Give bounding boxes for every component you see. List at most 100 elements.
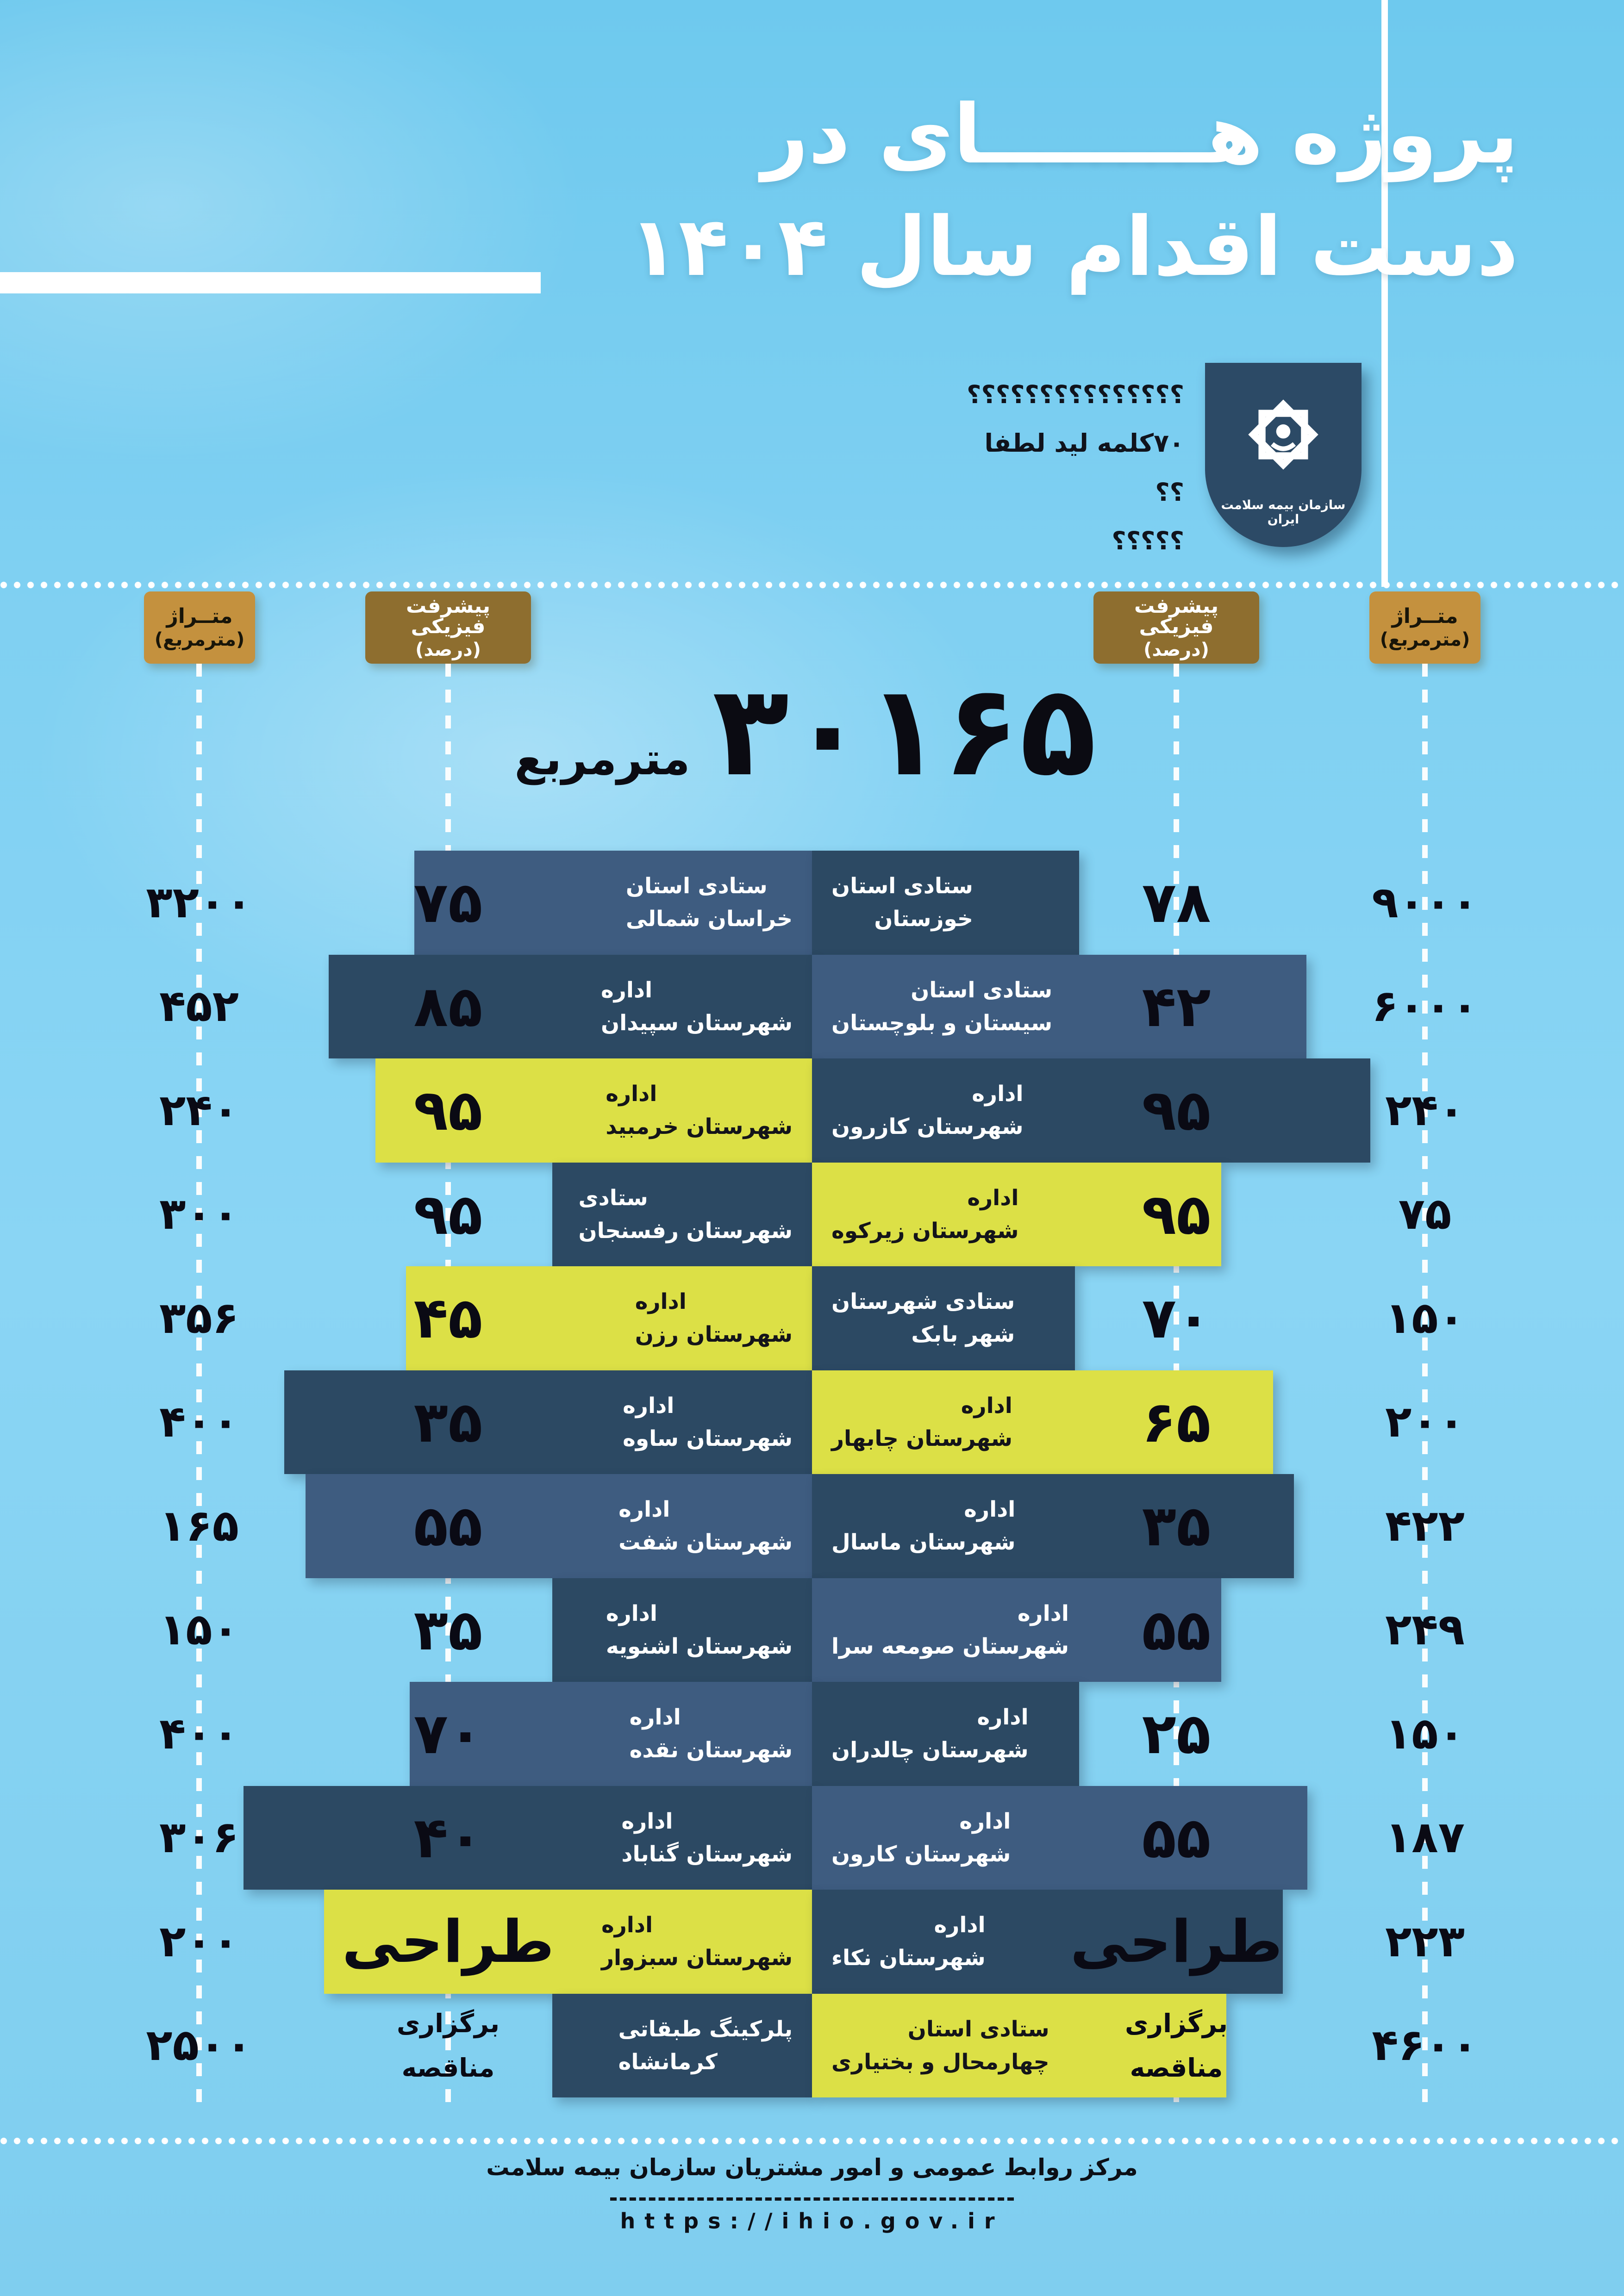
bar-left-label: اداره شهرستان شفت bbox=[618, 1497, 793, 1556]
progress-value-right: برگزاری مناقصه bbox=[1125, 2008, 1228, 2083]
org-name: سازمان بیمه سلامت ایران bbox=[1221, 498, 1346, 527]
progress-value-right: ۳۵ bbox=[1142, 1493, 1211, 1559]
bar-right bbox=[812, 1786, 1307, 1890]
bar-right bbox=[812, 1370, 1273, 1474]
bar-left bbox=[375, 1058, 812, 1163]
area-value-left: ۴۰۰ bbox=[159, 1397, 239, 1448]
guide-area-left bbox=[196, 664, 202, 2112]
bar-right-label: ستادی شهرستان شهر بابک bbox=[831, 1289, 1015, 1348]
project-row: اداره شهرستان اشنویه اداره شهرستان صومعه سر… bbox=[0, 1578, 1624, 1682]
bar-left-label: اداره شهرستان نقده bbox=[629, 1705, 793, 1763]
project-row: اداره شهرستان نقده اداره شهرستان چالدران ۷۰ ۲… bbox=[0, 1682, 1624, 1786]
page-title: پروژه هــــــــای در دست اقدام سال ۱۴۰۴ bbox=[629, 79, 1518, 304]
bar-left bbox=[414, 851, 812, 955]
area-value-right: ۲۰۰ bbox=[1385, 1397, 1465, 1448]
progress-value-right: ۲۵ bbox=[1142, 1701, 1211, 1767]
progress-value-left: ۷۰ bbox=[413, 1701, 483, 1767]
bar-left-label: ستادی شهرستان رفسنجان bbox=[578, 1185, 793, 1244]
header-area-right-unit: (مترمربع) bbox=[1380, 629, 1470, 650]
bar-left-label: اداره شهرستان گناباد bbox=[621, 1808, 793, 1867]
bar-left bbox=[552, 1578, 812, 1682]
progress-value-left: ۳۵ bbox=[413, 1597, 483, 1663]
header-progress-right-label: پیشرفت فیزیکی bbox=[1134, 594, 1218, 638]
progress-value-left: ۴۰ bbox=[413, 1804, 483, 1871]
footer-dotted-separator bbox=[0, 2137, 1624, 2145]
total-value: ۳۰۱۶۵ bbox=[712, 658, 1097, 804]
area-value-right: ۶۰۰۰ bbox=[1372, 981, 1478, 1032]
page-title-line1: پروژه هــــــــای در bbox=[761, 87, 1518, 182]
bar-right bbox=[812, 1682, 1079, 1786]
progress-value-left: ۵۵ bbox=[413, 1493, 483, 1559]
header-progress-right-unit: (درصد) bbox=[1143, 639, 1209, 660]
header-area-right: متــراژ (مترمربع) bbox=[1369, 591, 1480, 664]
area-value-right: ۲۲۳ bbox=[1385, 1916, 1465, 1967]
top-vertical-line bbox=[1381, 0, 1388, 587]
bar-left bbox=[552, 1162, 812, 1266]
bar-right-label: اداره شهرستان نکاء bbox=[831, 1912, 986, 1971]
bar-right-label: ستادی استان چهارمحال و بختیاری bbox=[831, 2016, 1049, 2075]
bar-right bbox=[812, 1058, 1370, 1163]
bar-left-label: اداره شهرستان رزن bbox=[635, 1289, 793, 1348]
org-logo-badge: سازمان بیمه سلامت ایران bbox=[1205, 363, 1362, 547]
project-row: اداره شهرستان ساوه اداره شهرستان چابهار ۳۵ ۶۵… bbox=[0, 1370, 1624, 1474]
bar-left bbox=[324, 1890, 812, 1994]
progress-value-right: ۵۵ bbox=[1142, 1804, 1211, 1871]
bar-right-label: اداره شهرستان چابهار bbox=[831, 1393, 1012, 1451]
progress-value-right: ۷۸ bbox=[1142, 870, 1211, 936]
bar-left-label: پلرکینگ طبقاتی کرمانشاه bbox=[618, 2016, 793, 2075]
project-row: اداره شهرستان رزن ستادی شهرستان شهر بابک ۴۵ ۷… bbox=[0, 1266, 1624, 1370]
bar-left bbox=[552, 1993, 812, 2097]
bar-left-label: اداره شهرستان سپیدان bbox=[601, 977, 793, 1036]
bar-right bbox=[812, 1993, 1226, 2097]
project-row: ستادی شهرستان رفسنجان اداره شهرستان زیرکوه ۹… bbox=[0, 1162, 1624, 1266]
bar-left-label: اداره شهرستان خرمبید bbox=[606, 1081, 793, 1140]
project-row: اداره شهرستان شفت اداره شهرستان ماسال ۵۵ ۳۵ ۱۶… bbox=[0, 1474, 1624, 1578]
annotation-line4: ؟؟؟؟؟ bbox=[1112, 526, 1184, 555]
progress-value-left: ۳۵ bbox=[413, 1389, 483, 1455]
progress-value-right: ۵۵ bbox=[1142, 1597, 1211, 1663]
area-value-right: ۹۰۰۰ bbox=[1372, 877, 1478, 928]
header-progress-left-unit: (درصد) bbox=[415, 639, 481, 660]
area-value-right: ۴۲۲ bbox=[1385, 1500, 1465, 1551]
bar-right bbox=[812, 1266, 1075, 1370]
project-row: اداره شهرستان سبزوار اداره شهرستان نکاء طراح… bbox=[0, 1890, 1624, 1994]
bar-right bbox=[812, 954, 1306, 1058]
bar-right-label: اداره شهرستان صومعه سرا bbox=[831, 1600, 1069, 1659]
area-value-left: ۳۰۶ bbox=[159, 1812, 239, 1863]
area-value-right: ۲۴۹ bbox=[1385, 1605, 1465, 1655]
area-value-left: ۴۵۲ bbox=[159, 981, 239, 1032]
area-value-left: ۴۰۰ bbox=[159, 1708, 239, 1759]
org-emblem-icon bbox=[1248, 399, 1318, 470]
progress-value-left: طراحی bbox=[342, 1907, 555, 1976]
bar-right-label: اداره شهرستان چالدران bbox=[831, 1705, 1029, 1763]
bar-right bbox=[812, 851, 1079, 955]
progress-value-right: ۶۵ bbox=[1142, 1389, 1211, 1455]
project-row: ستادی استان خراسان شمالی ستادی استان خوزستا… bbox=[0, 851, 1624, 955]
footer-url: https://ihio.gov.ir bbox=[620, 2209, 1004, 2234]
bar-left bbox=[244, 1786, 812, 1890]
progress-value-left: ۸۵ bbox=[413, 973, 483, 1039]
progress-value-right: ۴۲ bbox=[1142, 973, 1211, 1039]
progress-value-right: ۹۵ bbox=[1142, 1181, 1211, 1247]
progress-value-right: طراحی bbox=[1070, 1907, 1283, 1976]
project-row: پلرکینگ طبقاتی کرمانشاه ستادی استان چهارمحا… bbox=[0, 1993, 1624, 2097]
guide-area-right bbox=[1422, 664, 1428, 2112]
header-area-left-label: متــراژ bbox=[166, 604, 233, 628]
bar-right bbox=[812, 1162, 1221, 1266]
area-value-left: ۲۰۰ bbox=[159, 1916, 239, 1967]
area-value-right: ۱۵۰ bbox=[1385, 1708, 1465, 1759]
area-value-right: ۱۸۷ bbox=[1385, 1812, 1465, 1863]
area-value-left: ۲۴۰ bbox=[159, 1085, 239, 1136]
bar-left-label: اداره شهرستان ساوه bbox=[623, 1393, 793, 1451]
area-value-right: ۴۶۰۰ bbox=[1372, 2020, 1478, 2071]
bar-right-label: اداره شهرستان زیرکوه bbox=[831, 1185, 1019, 1244]
project-row: اداره شهرستان خرمبید اداره شهرستان کازرون ۹۵… bbox=[0, 1058, 1624, 1163]
area-value-right: ۱۵۰ bbox=[1385, 1293, 1465, 1344]
bar-left bbox=[306, 1474, 812, 1578]
header-progress-left: پیشرفت فیزیکی (درصد) bbox=[365, 591, 531, 664]
area-value-left: ۳۰۰ bbox=[159, 1189, 239, 1240]
bar-left bbox=[410, 1682, 812, 1786]
area-value-left: ۲۵۰۰ bbox=[146, 2020, 252, 2071]
bar-right bbox=[812, 1474, 1294, 1578]
